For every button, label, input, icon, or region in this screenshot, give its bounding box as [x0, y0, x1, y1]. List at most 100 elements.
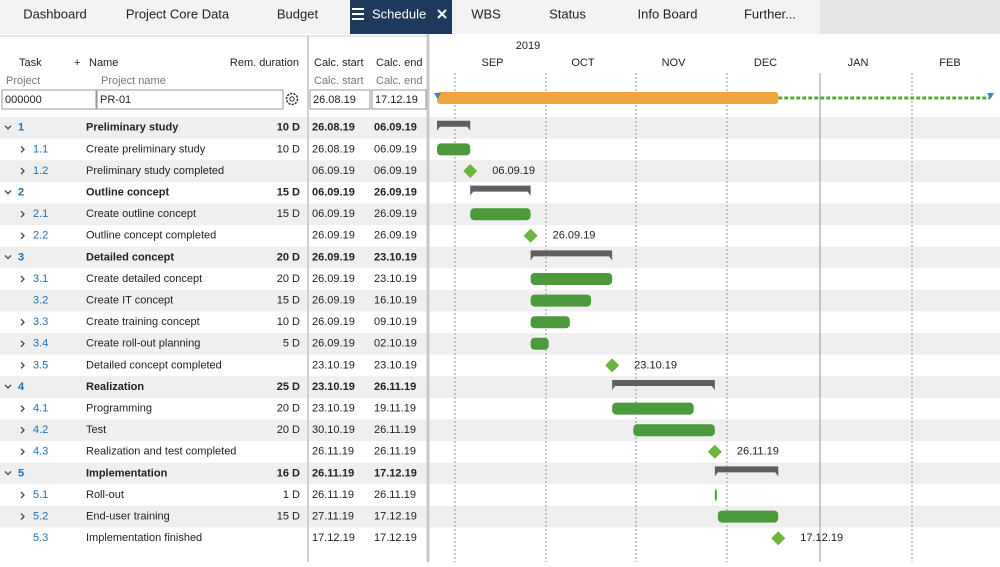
calc-start: 26.08.19 [312, 143, 355, 155]
menu-icon[interactable] [352, 8, 364, 20]
calc-start: 06.09.19 [312, 187, 355, 199]
task-name: Create detailed concept [86, 273, 202, 285]
task-bar [612, 402, 694, 415]
gantt-bars: 06.09.19 26.09.19 23.10.19 26.11.19 17.12.19 [434, 92, 994, 546]
tab-label[interactable]: Project Core Data [126, 6, 230, 21]
rem-duration: 16 D [277, 467, 300, 479]
rem-duration: 1 D [283, 489, 300, 501]
expander[interactable] [4, 190, 12, 195]
calc-end: 16.10.19 [374, 295, 417, 307]
rem-duration: 10 D [277, 143, 300, 155]
tabs: Dashboard Project Core Data Budget Schedule… [23, 0, 796, 34]
settings-icon[interactable] [285, 92, 299, 106]
tab-label[interactable]: Further... [744, 6, 796, 21]
calc-start: 06.09.19 [312, 208, 355, 220]
rem-duration: 20 D [277, 273, 300, 285]
calc-end: 19.11.19 [374, 403, 416, 415]
task-number: 3.3 [33, 316, 48, 328]
project-end: 17.12.19 [375, 94, 418, 106]
tab-label[interactable]: Status [549, 6, 586, 21]
calc-end: 09.10.19 [374, 316, 417, 328]
sub-project-name: Project name [101, 75, 166, 87]
tab-label[interactable]: Dashboard [23, 6, 87, 21]
calc-start: 26.11.19 [312, 489, 354, 501]
expander[interactable] [20, 491, 25, 499]
year-label: 2019 [516, 40, 540, 52]
header-end: Calc. end [376, 57, 422, 69]
expander[interactable] [20, 448, 25, 456]
calc-start: 06.09.19 [312, 165, 355, 177]
expander[interactable] [20, 167, 25, 175]
calc-start: 26.11.19 [312, 446, 354, 458]
rem-duration: 15 D [277, 295, 300, 307]
task-number: 3.1 [33, 273, 48, 285]
tab-label[interactable]: Schedule [372, 6, 426, 21]
milestone [605, 358, 620, 373]
calc-start: 30.10.19 [312, 424, 355, 436]
expander[interactable] [4, 254, 12, 260]
task-number: 3 [18, 251, 24, 263]
expander[interactable] [20, 340, 25, 348]
calc-end: 23.10.19 [374, 273, 417, 285]
task-name: Roll-out [86, 489, 124, 501]
sub-project: Project [6, 75, 40, 87]
calc-end: 26.09.19 [374, 187, 417, 199]
expander[interactable] [20, 405, 25, 413]
summary-bar [612, 380, 715, 390]
month-label: OCT [571, 57, 595, 69]
task-number: 5.1 [33, 489, 48, 501]
calc-start: 23.10.19 [312, 381, 355, 393]
project-end-box [371, 89, 427, 110]
expander[interactable] [20, 426, 25, 434]
calc-end: 26.11.19 [374, 424, 416, 436]
task-number: 3.5 [33, 359, 48, 371]
calc-end: 26.09.19 [374, 208, 417, 220]
task-bar [530, 273, 613, 285]
tab-label[interactable]: Budget [277, 6, 319, 21]
expander[interactable] [20, 232, 25, 240]
expander[interactable] [20, 318, 25, 326]
milestone-label: 23.10.19 [634, 359, 677, 371]
row-stripe [0, 246, 1000, 269]
project-bar [437, 92, 779, 104]
active-tab[interactable] [350, 0, 452, 34]
tab-label[interactable]: WBS [471, 6, 501, 21]
expander[interactable] [20, 210, 25, 218]
task-number: 5.2 [33, 511, 48, 523]
tab-label[interactable]: Info Board [638, 6, 698, 21]
project-id-input[interactable] [1, 89, 97, 110]
milestone [771, 531, 786, 546]
expander[interactable] [20, 361, 25, 369]
task-bar [437, 143, 471, 156]
task-name: Detailed concept completed [86, 359, 222, 371]
task-number: 4.1 [33, 403, 48, 415]
tab-bar-filler [820, 0, 1000, 34]
task-number: 4.3 [33, 446, 48, 458]
rem-duration: 20 D [277, 424, 300, 436]
task-number: 2.2 [33, 230, 48, 242]
task-name: Implementation [86, 467, 168, 479]
task-name: Preliminary study [86, 122, 179, 134]
rem-duration: 20 D [277, 403, 300, 415]
expander[interactable] [4, 125, 12, 130]
expander[interactable] [20, 145, 25, 153]
expander[interactable] [20, 513, 25, 521]
milestone [707, 444, 722, 459]
task-bar [530, 316, 570, 329]
calc-end: 26.09.19 [374, 230, 417, 242]
expander[interactable] [4, 470, 12, 476]
calc-start: 23.10.19 [312, 359, 355, 371]
calc-start: 26.09.19 [312, 338, 355, 350]
month-label: SEP [481, 57, 503, 69]
expander[interactable] [4, 384, 12, 389]
project-name-input[interactable] [96, 89, 284, 110]
milestone [463, 164, 478, 178]
expander[interactable] [20, 275, 25, 283]
add-icon[interactable]: + [74, 57, 80, 69]
close-icon[interactable] [437, 9, 447, 19]
task-name: Create training concept [86, 316, 200, 328]
calc-start: 27.11.19 [312, 511, 354, 523]
project-id: 000000 [5, 94, 42, 106]
calc-end: 02.10.19 [374, 338, 417, 350]
